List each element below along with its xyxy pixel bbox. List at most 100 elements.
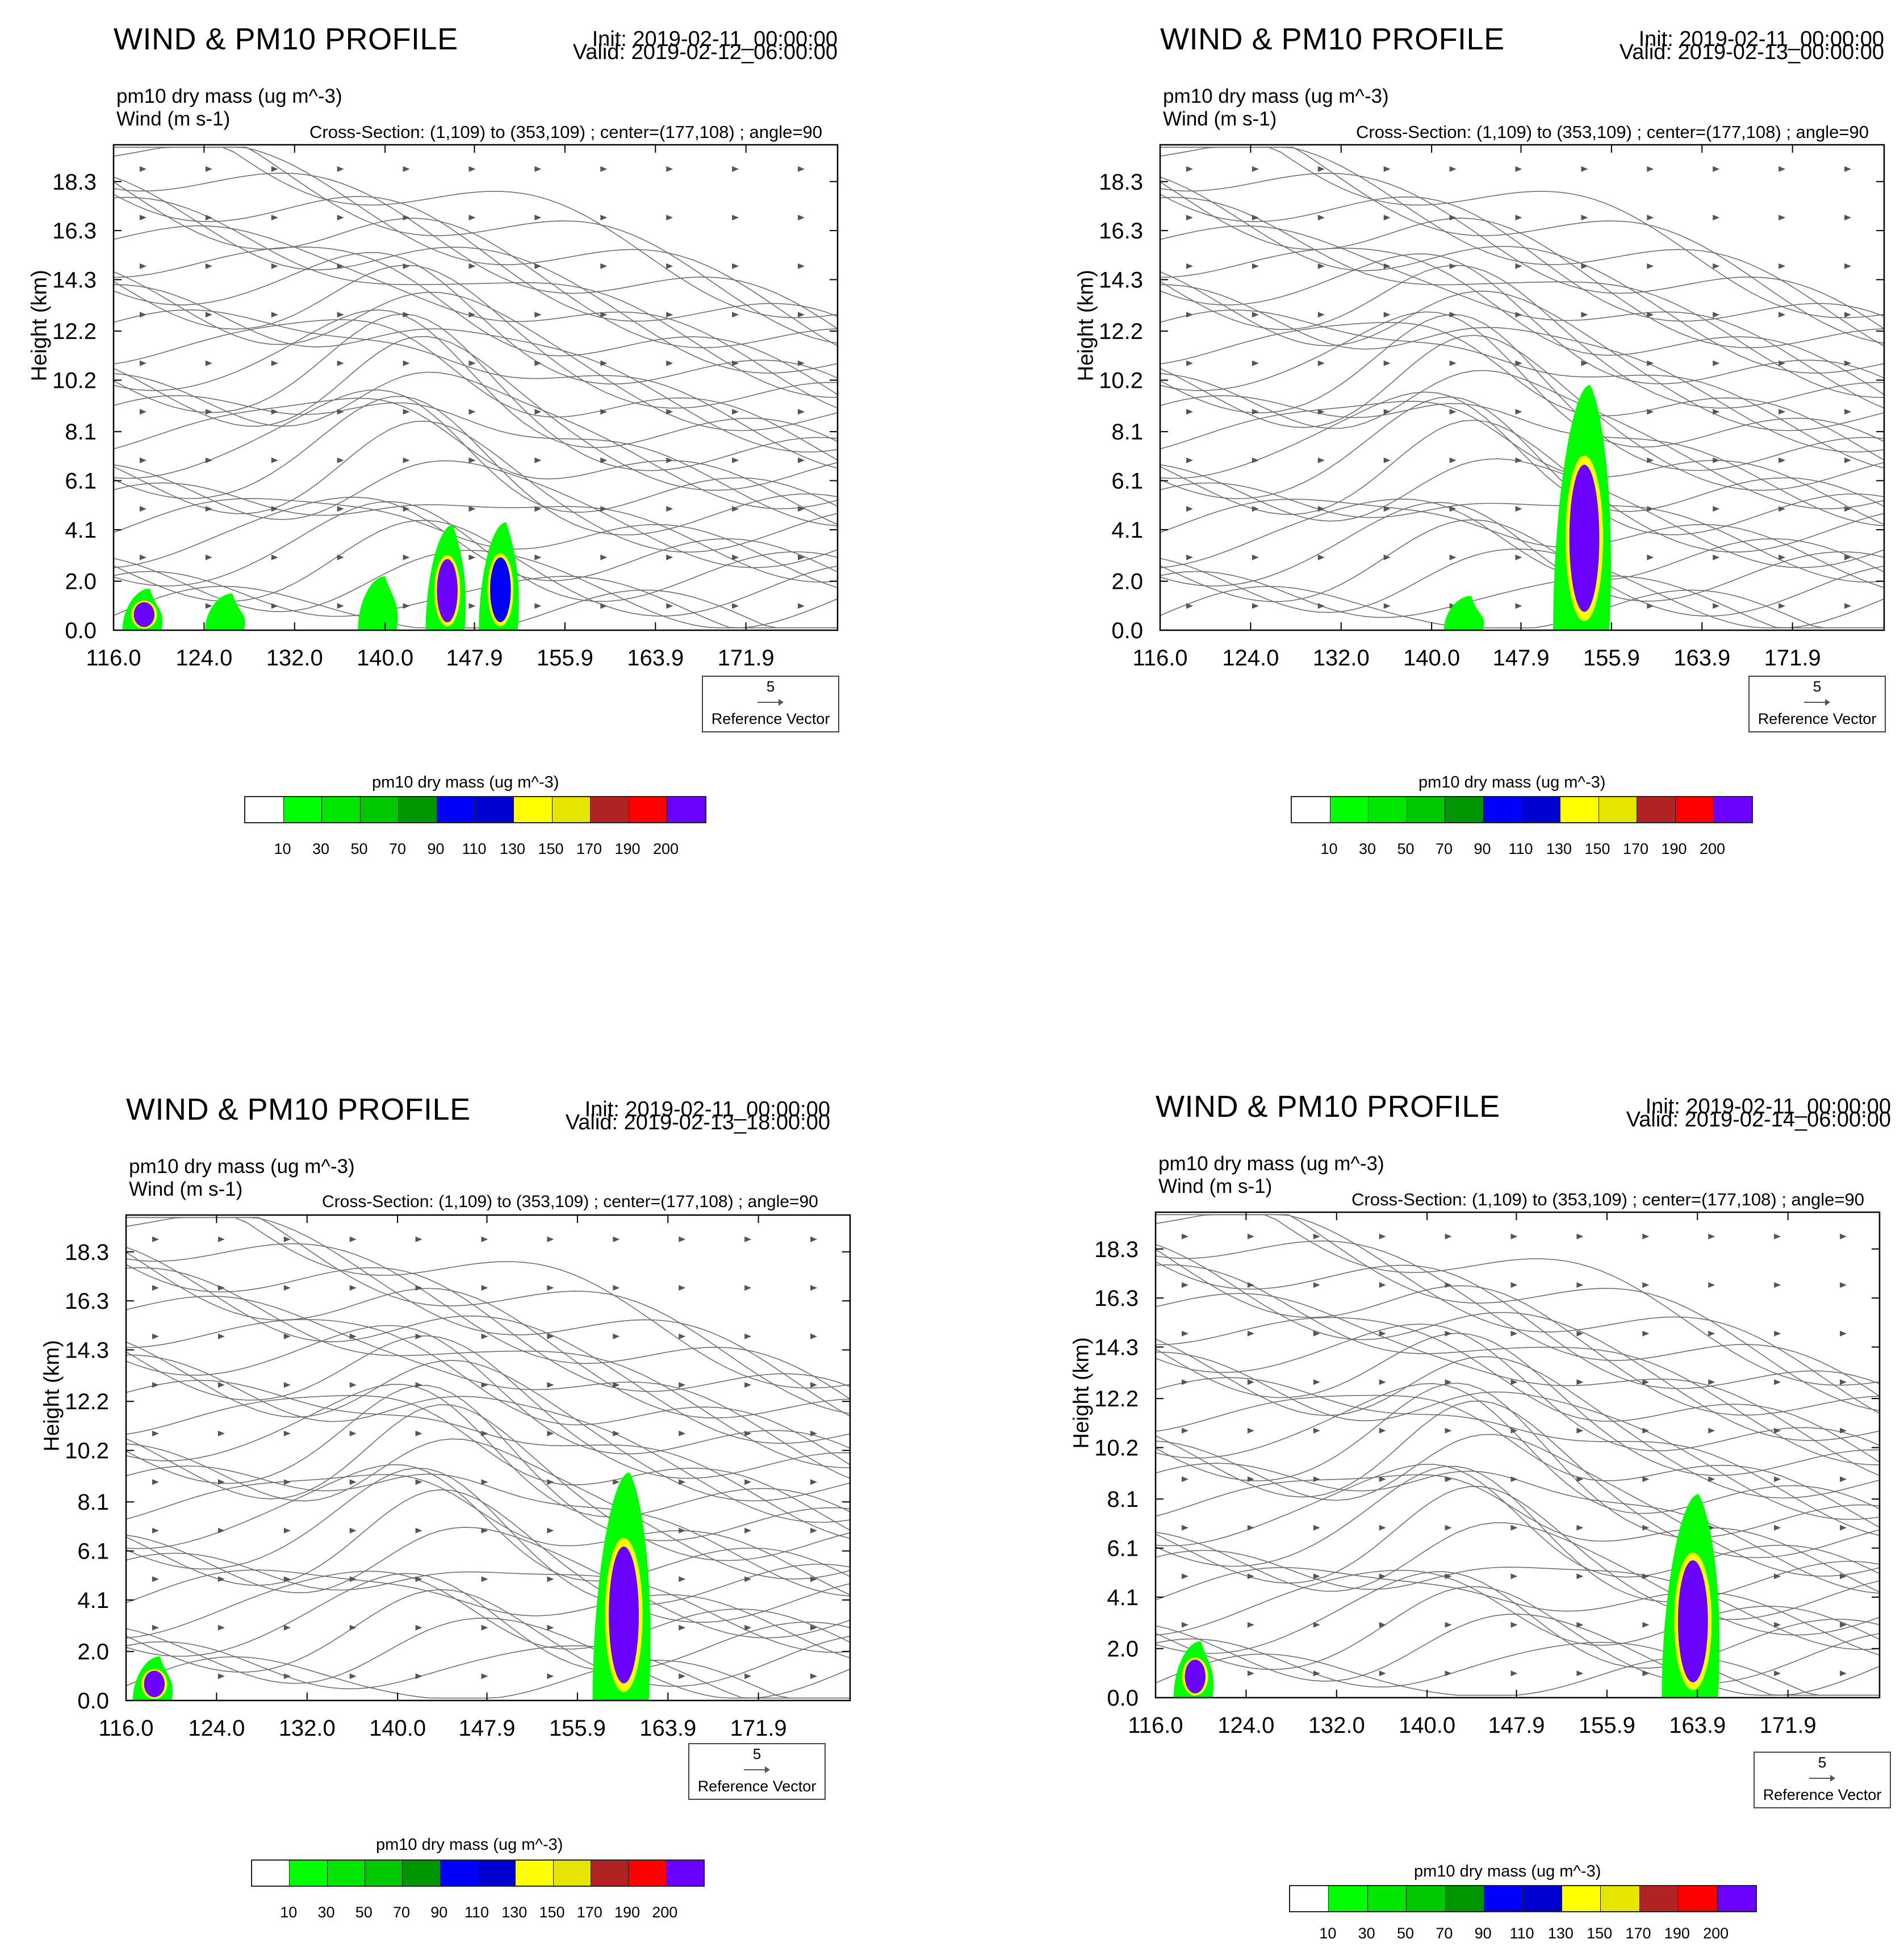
wind-arrowhead xyxy=(205,457,212,463)
wind-arrowhead xyxy=(1708,1379,1715,1385)
streamline xyxy=(113,225,838,409)
wind-arrowhead xyxy=(217,1236,225,1242)
streamline xyxy=(1155,1653,1880,1696)
wind-arrowhead xyxy=(732,215,739,221)
streamline xyxy=(1160,391,1885,512)
streamline xyxy=(125,1464,851,1582)
colorbar-swatch xyxy=(666,1861,704,1886)
colorbar-tick-label: 110 xyxy=(1508,840,1533,857)
wind-arrowhead xyxy=(1774,1282,1781,1288)
colorbar-tick-label: 190 xyxy=(614,1904,641,1921)
wind-arrowhead xyxy=(403,360,410,366)
wind-arrowhead xyxy=(666,506,673,512)
streamline xyxy=(113,496,838,581)
colorbar-swatch xyxy=(245,797,284,822)
wind-arrowhead xyxy=(217,1430,225,1436)
wind-streamlines xyxy=(1160,146,1885,629)
wind-arrowhead xyxy=(1313,1670,1320,1677)
wind-arrowhead xyxy=(1252,409,1259,415)
streamline xyxy=(1155,1377,1880,1536)
panel-title: WIND & PM10 PROFILE xyxy=(114,22,458,56)
y-tick-label: 6.1 xyxy=(1107,1536,1139,1561)
y-tick-label: 12.2 xyxy=(52,319,97,344)
wind-arrowhead xyxy=(1449,166,1457,172)
wind-arrowhead xyxy=(1186,166,1193,172)
streamline xyxy=(125,1296,851,1479)
streamline xyxy=(125,1656,850,1699)
wind-arrowhead xyxy=(1181,1233,1189,1239)
wind-arrowhead xyxy=(139,506,147,512)
wind-arrowhead xyxy=(1713,263,1720,269)
streamline xyxy=(1155,1264,1880,1465)
colorbar-swatch xyxy=(440,1861,478,1886)
x-tick-label: 171.9 xyxy=(1760,1713,1817,1738)
wind-arrowhead xyxy=(403,263,410,269)
wind-arrowhead xyxy=(415,1673,422,1679)
y-tick-label: 6.1 xyxy=(65,469,97,494)
colorbar-tick-label: 150 xyxy=(1584,840,1610,857)
streamline xyxy=(1160,334,1885,491)
streamline xyxy=(113,389,838,513)
streamline xyxy=(1155,1383,1880,1539)
wind-arrowhead xyxy=(810,1624,818,1631)
wind-arrowhead xyxy=(349,1527,357,1534)
wind-arrowhead xyxy=(1383,312,1391,318)
wind-arrowhead xyxy=(1317,554,1325,560)
wind-arrowhead xyxy=(1181,1573,1189,1580)
reference-vector-value: 5 xyxy=(752,1745,761,1762)
x-tick-label: 140.0 xyxy=(357,646,413,671)
reference-vector-box: 5 Reference Vector xyxy=(1754,1752,1891,1808)
wind-arrowhead xyxy=(1186,312,1193,318)
wind-arrowhead xyxy=(1247,1476,1254,1482)
wind-arrowhead xyxy=(271,603,278,609)
x-tick-label: 155.9 xyxy=(549,1716,606,1741)
wind-arrowhead xyxy=(217,1527,225,1534)
wind-arrowhead xyxy=(1510,1233,1518,1239)
wind-arrowhead xyxy=(547,1285,554,1291)
colorbar-tick-label: 50 xyxy=(355,1904,373,1921)
wind-arrowhead xyxy=(1313,1427,1320,1434)
streamline xyxy=(125,1573,851,1672)
y-tick-label: 0.0 xyxy=(1111,618,1143,643)
x-tick-label: 163.9 xyxy=(627,646,684,671)
wind-arrowhead xyxy=(798,409,805,415)
wind-arrowhead xyxy=(468,603,476,609)
streamline xyxy=(1160,396,1885,535)
streamline xyxy=(113,397,838,525)
colorbar-swatch xyxy=(365,1861,403,1886)
wind-arrowhead xyxy=(1247,1670,1254,1677)
reference-vector-box: 5 Reference Vector xyxy=(688,1743,826,1800)
wind-arrowhead xyxy=(1383,409,1391,415)
streamline xyxy=(125,1246,851,1444)
reference-vector-box: 5 Reference Vector xyxy=(702,676,839,732)
wind-arrowhead xyxy=(271,457,278,463)
wind-arrowhead xyxy=(1840,1670,1847,1677)
wind-arrowhead xyxy=(481,1236,488,1242)
y-tick-label: 8.1 xyxy=(1111,420,1143,445)
wind-arrowhead xyxy=(1840,1476,1847,1482)
streamline xyxy=(1155,1261,1880,1389)
x-tick-label: 140.0 xyxy=(369,1716,426,1741)
streamline xyxy=(126,1217,851,1414)
colorbar-tick-label: 200 xyxy=(652,840,679,857)
wind-arrowhead xyxy=(810,1527,818,1534)
y-tick-label: 18.3 xyxy=(1094,1237,1139,1262)
wind-arrowhead xyxy=(468,409,476,415)
cross-section-label: Cross-Section: (1,109) to (353,109) ; ce… xyxy=(1356,122,1869,142)
colorbar-swatch xyxy=(478,1861,516,1886)
streamline xyxy=(125,1251,851,1419)
streamline xyxy=(125,1394,851,1531)
colorbar-tick-label: 70 xyxy=(1436,1925,1453,1942)
colorbar-swatch xyxy=(283,797,323,822)
wind-arrowhead xyxy=(1515,312,1522,318)
plot-frame xyxy=(1154,1211,1881,1699)
wind-arrowhead xyxy=(139,215,147,221)
streamline xyxy=(1160,585,1884,629)
wind-arrowhead xyxy=(1713,312,1720,318)
colorbar-tick-label: 90 xyxy=(1474,840,1491,857)
wind-arrowhead xyxy=(1647,215,1654,221)
wind-arrowhead xyxy=(1252,312,1259,318)
wind-arrowhead xyxy=(1779,263,1786,269)
x-tick-label: 163.9 xyxy=(639,1716,696,1741)
wind-arrowheads xyxy=(1186,166,1852,609)
